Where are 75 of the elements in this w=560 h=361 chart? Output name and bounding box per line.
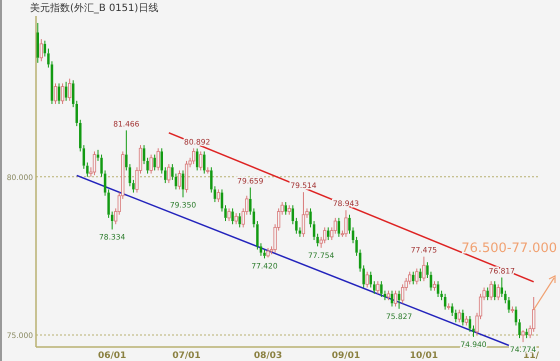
annotation: 76.500-77.000 — [461, 241, 557, 256]
candlestick — [298, 226, 302, 238]
candlestick — [468, 315, 472, 332]
candlestick — [224, 204, 227, 222]
candlestick — [370, 271, 372, 288]
candlestick — [231, 208, 234, 225]
candlestick — [376, 280, 380, 294]
candlestick — [96, 149, 100, 162]
candlestick — [238, 212, 241, 228]
candlestick — [58, 82, 60, 104]
candlestick — [50, 60, 54, 104]
candlestick — [64, 81, 68, 102]
candlestick — [338, 217, 340, 238]
candlestick — [203, 150, 206, 174]
candlestick — [326, 226, 330, 241]
candlestick — [132, 179, 135, 194]
candlestick — [36, 22, 40, 64]
candlestick — [500, 276, 504, 298]
candlestick — [295, 217, 298, 234]
candlestick — [436, 280, 440, 298]
candlestick — [493, 280, 496, 301]
candlestick — [164, 166, 167, 184]
candlestick — [521, 330, 525, 343]
candlestick — [68, 78, 72, 102]
candlestick — [380, 280, 383, 298]
x-tick-label: 07/01 — [172, 351, 201, 361]
candlestick — [196, 148, 198, 171]
candlestick — [430, 271, 432, 292]
candlestick — [398, 290, 400, 310]
candlestick — [128, 164, 132, 187]
candlestick — [302, 192, 306, 238]
candlestick — [472, 324, 475, 338]
candlestick — [100, 154, 103, 178]
candlestick — [72, 80, 74, 108]
candlestick — [263, 249, 266, 259]
candlestick — [214, 186, 216, 203]
candlestick — [518, 318, 521, 339]
candlestick — [373, 280, 376, 294]
candlestick — [408, 271, 412, 285]
candlestick — [256, 220, 259, 250]
candlestick — [284, 202, 287, 216]
candlestick — [260, 242, 262, 256]
candlestick — [394, 290, 398, 307]
candlestick — [415, 268, 418, 285]
candlestick — [444, 293, 446, 310]
candlestick — [309, 208, 312, 228]
candlestick — [348, 214, 351, 234]
x-tick-label: 06/01 — [98, 351, 126, 361]
candlestick — [82, 144, 86, 170]
candlestick — [142, 144, 146, 165]
candlestick — [419, 268, 422, 282]
candlestick — [366, 271, 369, 288]
candlestick — [508, 296, 510, 314]
candlestick — [525, 328, 528, 339]
candlestick — [40, 38, 43, 62]
candlestick — [220, 188, 224, 212]
candlestick — [462, 309, 464, 326]
x-tick-label: 09/01 — [332, 351, 360, 361]
candlestick — [532, 296, 536, 332]
candlestick — [174, 173, 178, 190]
x-tick-label: 08/03 — [254, 351, 282, 361]
candlestick — [458, 309, 461, 323]
candlestick — [412, 271, 414, 285]
candlestick — [464, 315, 468, 326]
candlestick — [384, 290, 386, 301]
candlestick — [86, 162, 89, 178]
candlestick — [352, 226, 354, 244]
candlestick — [454, 309, 457, 323]
x-tick-label: 10/01 — [410, 351, 438, 361]
candlestick — [450, 302, 454, 316]
candlestick — [153, 154, 156, 171]
candlestick — [514, 306, 518, 326]
candlestick — [344, 210, 348, 238]
candlestick — [486, 287, 489, 301]
chart-title: 美元指数(外汇_B 0151)日线 — [30, 2, 158, 14]
